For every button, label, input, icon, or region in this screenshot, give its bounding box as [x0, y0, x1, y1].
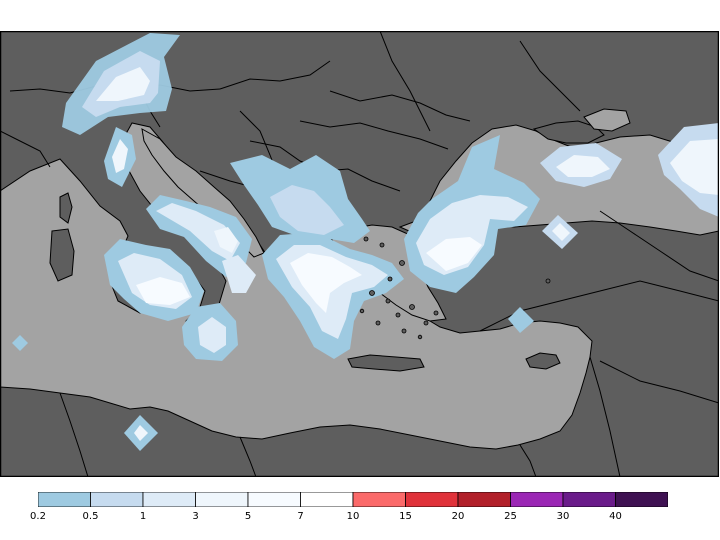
- legend-tick-label: 1: [139, 511, 147, 522]
- crete: [347, 354, 425, 372]
- precip-patch-tunisia: [12, 335, 28, 351]
- legend-swatch: [38, 492, 91, 507]
- legend-tick-label: 20: [451, 511, 465, 522]
- legend-swatch: [457, 492, 511, 507]
- map-border: [0, 31, 719, 477]
- legend-tick-label: 7: [297, 511, 304, 522]
- precip-patch-calabria: [222, 255, 256, 293]
- legend-tick-label: 0.5: [82, 511, 99, 522]
- legend-tick-label: 3: [192, 511, 199, 522]
- precip-patch-black-sea-north-inner: [556, 155, 610, 177]
- legend-swatch: [247, 492, 301, 507]
- precipitation-map: [0, 31, 719, 477]
- legend-tick-label: 30: [556, 511, 570, 522]
- precip-patch-gargano: [214, 227, 238, 253]
- precip-patch-turkey-core: [426, 237, 482, 271]
- precip-patch-anatolia-south: [508, 307, 534, 333]
- precip-patch-anatolia-inner: [552, 223, 570, 241]
- legend-tick-label: 15: [399, 511, 412, 522]
- legend-swatch: [352, 492, 406, 507]
- legend-tick-label: 5: [244, 511, 252, 522]
- legend-swatch: [300, 492, 354, 507]
- precip-patch-greece-core: [290, 253, 362, 313]
- precip-patch-sicily: [136, 277, 190, 305]
- legend-swatch: [562, 492, 616, 507]
- precip-patch-ionian-inner: [198, 317, 226, 353]
- legend-swatch: [615, 492, 668, 507]
- corsica: [59, 192, 73, 224]
- legend-swatch: [195, 492, 249, 507]
- precip-patch-alps-core: [96, 67, 150, 101]
- aegean-islands: [359, 236, 551, 340]
- precip-patch-italy-north-inner: [112, 139, 128, 173]
- precip-patch-caucasus-inner: [670, 139, 719, 195]
- legend-tick-label: 0.2: [30, 511, 46, 522]
- legend-swatch: [510, 492, 564, 507]
- sea-of-azov: [583, 108, 631, 132]
- legend-swatch: [405, 492, 459, 507]
- legend-colorbar: [38, 492, 668, 507]
- legend-tick-label: 10: [346, 511, 360, 522]
- sardinia: [49, 228, 75, 282]
- precipitation-field: [12, 33, 719, 451]
- legend-swatch: [90, 492, 144, 507]
- precip-patch-italy-central-inner: [156, 203, 240, 261]
- legend-tick-label: 40: [609, 511, 622, 522]
- legend-swatch: [142, 492, 196, 507]
- precip-patch-libya-inner: [134, 425, 148, 441]
- legend-tick-label: 25: [504, 511, 517, 522]
- cyprus: [525, 352, 561, 370]
- precip-patch-balkans-inner: [270, 185, 344, 235]
- crimea: [532, 120, 605, 144]
